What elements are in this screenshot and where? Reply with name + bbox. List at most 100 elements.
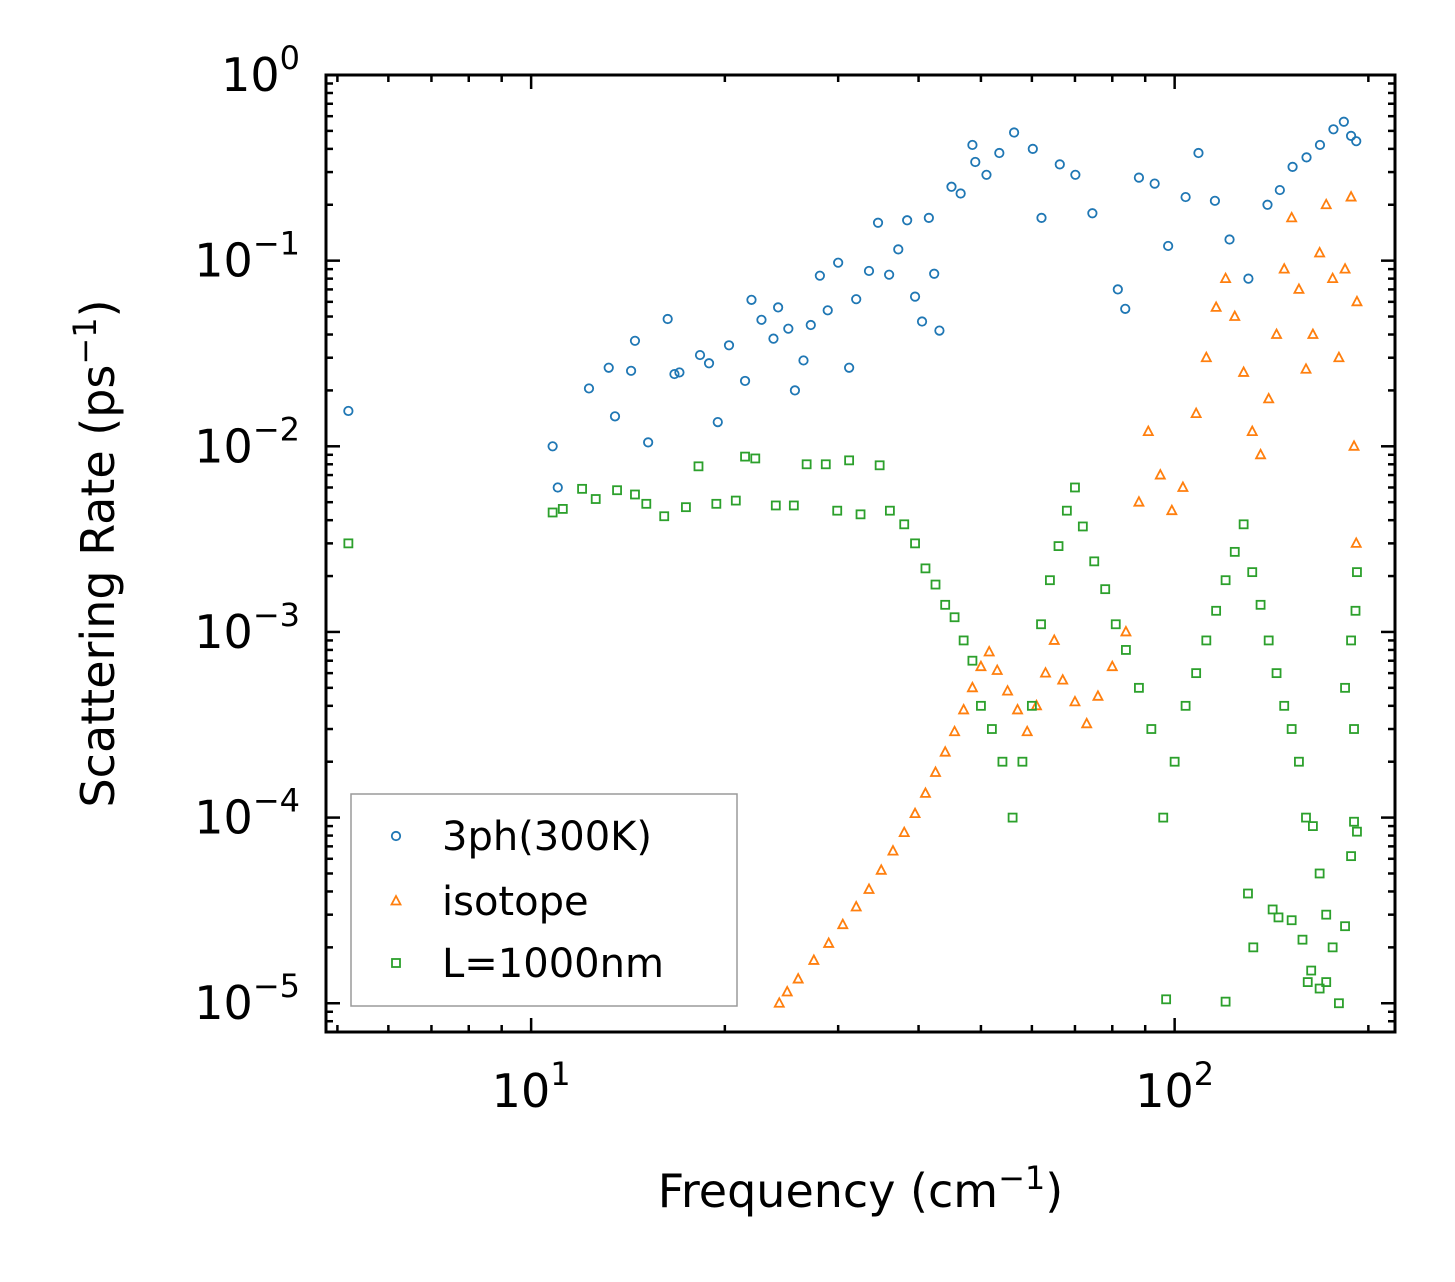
data-point — [1169, 756, 1180, 767]
data-point — [1314, 139, 1326, 151]
data-point — [909, 291, 921, 302]
data-point — [609, 411, 621, 422]
data-point — [1292, 282, 1305, 294]
data-point — [625, 365, 637, 376]
tick-labels-layer: 101 102 100 10−1 10−2 10−3 10−4 10−5 — [194, 39, 1214, 1118]
data-point — [898, 825, 911, 838]
data-point — [1348, 439, 1361, 451]
data-point — [1255, 599, 1266, 610]
data-point — [1229, 546, 1240, 557]
data-point — [659, 511, 670, 522]
data-point — [1211, 605, 1222, 616]
data-point — [1326, 271, 1339, 284]
data-point — [1110, 619, 1121, 630]
data-point — [1220, 575, 1231, 586]
data-point — [1302, 977, 1313, 987]
data-point — [629, 335, 641, 346]
data-point — [1209, 195, 1221, 206]
data-point — [863, 265, 875, 277]
axes-frame — [324, 73, 1397, 1034]
data-point — [1191, 668, 1202, 679]
data-point — [974, 659, 987, 672]
data-point — [940, 599, 951, 610]
data-point — [997, 756, 1008, 767]
data-point — [822, 936, 835, 948]
data-point — [1089, 556, 1100, 567]
data-point — [1301, 812, 1311, 823]
data-point — [1112, 284, 1123, 295]
data-point — [863, 882, 875, 894]
data-point — [1321, 909, 1332, 920]
data-point — [1133, 172, 1145, 183]
data-point — [1008, 127, 1020, 138]
data-point — [783, 323, 794, 334]
data-point — [1263, 635, 1274, 646]
data-point — [1346, 851, 1356, 862]
data-point — [820, 459, 831, 470]
data-point — [1146, 724, 1157, 734]
y-tick-label: 10−1 — [194, 225, 300, 288]
data-point — [1054, 159, 1065, 170]
data-point — [1278, 262, 1291, 274]
data-point — [1120, 303, 1131, 314]
data-point — [1320, 197, 1333, 210]
data-point — [1243, 888, 1253, 899]
data-point — [1271, 668, 1282, 679]
data-point — [814, 270, 825, 281]
data-point — [930, 579, 941, 590]
data-point — [1306, 327, 1319, 339]
data-point — [801, 459, 812, 470]
series-0 — [343, 116, 1362, 493]
data-point — [343, 538, 354, 549]
data-point — [739, 375, 751, 387]
data-point — [967, 139, 978, 151]
data-point — [1154, 468, 1167, 480]
data-point — [1287, 161, 1298, 172]
data-point — [1210, 300, 1223, 312]
data-point — [836, 917, 849, 930]
x-tick-label: 102 — [1135, 1055, 1214, 1118]
data-point — [1134, 682, 1144, 693]
data-point — [1180, 700, 1191, 711]
data-point — [1262, 391, 1275, 404]
data-point — [986, 724, 997, 734]
data-point — [1056, 673, 1069, 685]
data-point — [1352, 826, 1362, 837]
data-point — [1270, 327, 1283, 339]
data-point — [1219, 271, 1232, 284]
legend-marker — [390, 830, 402, 842]
legend-label-isotope: isotope — [442, 879, 589, 925]
data-point — [798, 355, 809, 366]
y-tick-label: 10−4 — [194, 782, 300, 845]
data-point — [1339, 262, 1352, 274]
data-point — [1306, 965, 1317, 976]
data-point — [773, 302, 784, 313]
data-point — [948, 724, 961, 737]
legend-box — [350, 793, 738, 1007]
data-point — [669, 368, 680, 380]
data-point — [1297, 934, 1308, 945]
data-point — [1308, 821, 1318, 831]
data-point — [884, 269, 895, 280]
data-point — [612, 485, 622, 496]
data-point — [957, 703, 970, 715]
data-point — [958, 635, 969, 646]
data-point — [1026, 700, 1037, 711]
data-point — [788, 500, 799, 511]
data-point — [1350, 294, 1363, 307]
data-point — [872, 217, 884, 228]
data-point — [1286, 724, 1297, 734]
data-point — [1011, 703, 1024, 715]
data-point — [1201, 635, 1212, 646]
y-tick-label: 10−2 — [194, 410, 300, 473]
data-point — [1279, 700, 1290, 711]
data-point — [1039, 666, 1052, 678]
data-point — [902, 215, 913, 226]
data-point — [1334, 998, 1344, 1009]
data-point — [807, 953, 820, 965]
data-point — [970, 156, 981, 168]
data-point — [781, 985, 794, 997]
data-point — [1228, 309, 1241, 321]
data-point — [770, 500, 781, 511]
